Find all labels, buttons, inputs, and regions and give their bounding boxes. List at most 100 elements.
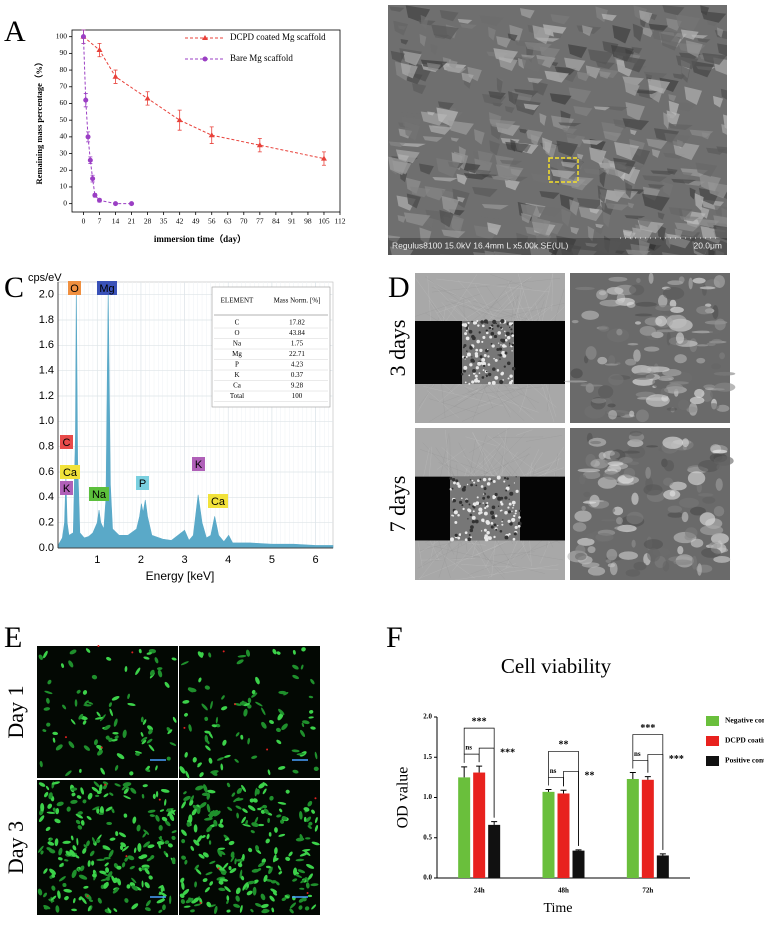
image-texture (625, 569, 641, 577)
cell (76, 837, 79, 846)
image-texture (471, 336, 476, 341)
cell (155, 765, 158, 771)
dead-cell (158, 798, 161, 801)
image-texture (699, 512, 716, 526)
cell (148, 729, 153, 735)
image-texture (476, 496, 479, 499)
cell (213, 819, 218, 827)
sem-texture (663, 112, 671, 130)
image-texture (464, 381, 467, 384)
cell (285, 789, 290, 794)
cell (234, 758, 239, 763)
cell (261, 707, 266, 716)
image-texture (478, 372, 481, 374)
image-texture (677, 545, 684, 555)
image-texture (505, 338, 508, 342)
image-texture (499, 379, 504, 385)
cell (155, 791, 159, 798)
cell (188, 724, 192, 732)
image-texture (460, 564, 559, 570)
cell (70, 719, 76, 725)
cell (255, 903, 262, 908)
image-texture (572, 522, 587, 532)
sem-texture (576, 197, 604, 210)
cell (102, 781, 109, 785)
image-texture (471, 380, 475, 384)
sem-texture (481, 204, 509, 210)
image-texture (437, 551, 475, 579)
image-texture (706, 342, 716, 347)
image-texture (480, 530, 483, 532)
image-texture (467, 321, 470, 325)
cell (47, 679, 52, 685)
sem-texture (666, 110, 680, 127)
image-texture (694, 388, 705, 398)
image-texture (492, 496, 496, 500)
cell (80, 787, 85, 795)
image-texture (692, 277, 706, 284)
cell (226, 782, 231, 788)
sem-texture (524, 41, 552, 52)
cell (223, 862, 229, 869)
image-texture (636, 278, 641, 284)
cell (206, 833, 210, 840)
panel-letter: C (4, 271, 24, 304)
image-texture (656, 329, 677, 333)
x-tick-label: 105 (318, 217, 330, 226)
cell (166, 756, 171, 761)
cell (307, 825, 312, 829)
image-texture (585, 346, 597, 360)
sem-texture (668, 100, 680, 116)
x-tick-label: 28 (144, 217, 152, 226)
cell (103, 882, 109, 887)
image-texture (485, 374, 488, 378)
image-texture (507, 519, 511, 523)
cell (216, 757, 225, 761)
sem-texture (693, 241, 710, 255)
cell (75, 813, 84, 819)
cell (275, 881, 280, 886)
image-texture (434, 551, 535, 561)
sem-texture (614, 250, 625, 255)
image-texture (481, 376, 485, 379)
image-texture (475, 380, 477, 382)
y-tick-label: 2.0 (423, 713, 432, 721)
cell (164, 820, 171, 827)
cell (202, 852, 209, 858)
image-texture (445, 429, 450, 483)
sem-texture (613, 157, 636, 175)
cell (258, 782, 266, 789)
sem-texture (540, 241, 565, 247)
image-texture (703, 384, 716, 390)
cell (255, 676, 260, 685)
significance-label: ** (559, 740, 569, 751)
image-texture (463, 343, 467, 347)
image-texture (639, 325, 656, 336)
error-bar (629, 772, 636, 779)
sem-texture (570, 226, 580, 235)
cell (301, 722, 305, 728)
image-texture (451, 487, 454, 490)
dead-cell (100, 746, 103, 749)
cell (77, 867, 80, 872)
y-tick-label: 0.0 (39, 542, 54, 554)
significance-label: ns (634, 750, 641, 758)
image-texture (436, 448, 466, 470)
cell (134, 752, 140, 756)
image-texture (508, 502, 512, 506)
sem-texture (487, 26, 496, 41)
cell (141, 739, 147, 745)
sem-texture (689, 129, 714, 138)
x-tick-label: 42 (176, 217, 184, 226)
cell (242, 823, 251, 827)
bar (626, 778, 639, 878)
image-texture (493, 436, 544, 438)
cell (179, 766, 186, 774)
cell (83, 885, 89, 889)
sem-texture (589, 208, 600, 214)
sem-texture (559, 242, 582, 255)
image-texture (505, 394, 531, 414)
image-texture (606, 286, 624, 295)
cell (121, 784, 128, 791)
marker (96, 47, 103, 53)
